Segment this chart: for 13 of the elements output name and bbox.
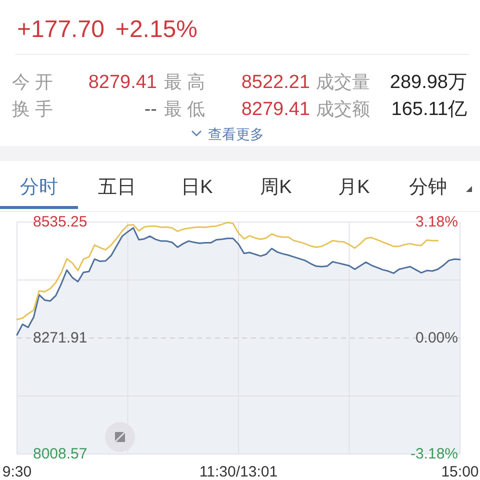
quote-header: +177.70 +2.15% [17,16,198,43]
y2-tick-label: 0.00% [415,330,458,346]
y-tick-label: 8271.91 [33,330,88,346]
x-tick-label: 15:00 [441,464,479,480]
tabs: 分时 五日 日K 周K 月K 分钟 [20,177,447,198]
x-tick-label: 11:30/13:01 [199,464,278,480]
y-tick-label: 8535.25 [33,214,88,230]
y-tick-label: 8008.57 [33,446,88,462]
y2-tick-label: -3.18% [410,446,458,462]
x-tick-label: 9:30 [2,464,32,480]
y2-tick-label: 3.18% [415,214,458,230]
text: 查看更多 [208,126,264,142]
quote-table: 今 开 8279.41 最 高 8522.21 成交量 289.98万 换 手 -- 最 低 8279.41 成交额 165.11亿 [12,72,467,120]
